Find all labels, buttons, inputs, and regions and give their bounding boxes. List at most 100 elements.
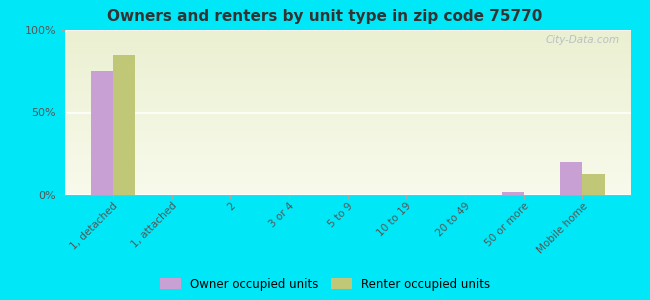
Bar [65,0,630,57]
Bar [65,18,630,183]
Bar [65,0,630,96]
Bar [65,0,630,149]
Bar [65,0,630,71]
Bar [65,0,630,107]
Bar [65,26,630,191]
Bar [65,0,630,41]
Bar [65,0,630,103]
Bar [65,0,630,43]
Bar [65,0,630,144]
Bar [65,0,630,146]
Bar [65,0,630,32]
Bar [65,0,630,98]
Bar [65,28,630,193]
Bar [65,0,630,63]
Bar [65,0,630,46]
Bar [65,10,630,175]
Bar [65,0,630,70]
Bar [65,14,630,179]
Bar [65,22,630,187]
Bar [65,0,630,74]
Bar [65,0,630,88]
Bar [65,0,630,59]
Bar [65,0,630,99]
Bar [65,0,630,45]
Bar [65,5,630,170]
Bar [65,0,630,141]
Bar [65,0,630,153]
Bar [65,22,630,188]
Bar [65,0,630,121]
Bar [65,0,630,123]
Bar [65,0,630,70]
Bar [65,0,630,104]
Bar [65,0,630,136]
Bar [65,0,630,102]
Bar [65,0,630,134]
Bar [560,162,582,195]
Bar [65,0,630,154]
Bar [65,0,630,105]
Bar [65,0,630,38]
Bar [65,0,630,124]
Bar [65,0,630,79]
Bar [65,0,630,37]
Bar [65,0,630,82]
Bar [65,0,630,100]
Bar [65,0,630,158]
Bar [65,0,630,41]
Bar [65,29,630,194]
Bar [65,0,630,78]
Bar [65,0,630,89]
Bar [65,0,630,31]
Bar [65,28,630,193]
Bar [65,0,630,160]
Bar [65,2,630,167]
Bar [65,14,630,178]
Bar [65,0,630,155]
Bar [65,0,630,108]
Bar [65,0,630,142]
Bar [65,0,630,62]
Bar [65,0,630,151]
Bar [65,0,630,112]
Bar [65,0,630,34]
Bar [65,4,630,169]
Bar [65,0,630,157]
Bar [65,0,630,91]
Bar [65,0,630,42]
Bar [65,0,630,163]
Bar [65,0,630,139]
Bar [65,0,630,97]
Bar [65,16,630,181]
Bar [65,0,630,165]
Bar [65,0,630,103]
Bar [65,0,630,56]
Bar [65,0,630,80]
Bar [65,21,630,186]
Bar [65,0,630,38]
Bar [65,17,630,182]
Bar [65,0,630,164]
Bar [65,23,630,188]
Bar [65,0,630,143]
Bar [65,0,630,147]
Bar [65,0,630,88]
Bar [65,30,630,195]
Bar [65,0,630,109]
Bar [65,15,630,180]
Bar [65,0,630,76]
Bar [65,0,630,84]
Bar [65,0,630,51]
Bar [65,0,630,112]
Bar [65,0,630,80]
Bar [65,0,630,159]
Bar [502,192,524,195]
Bar [65,0,630,119]
Bar [113,55,135,195]
Bar [65,0,630,106]
Bar [65,7,630,172]
Bar [65,0,630,148]
Text: Owners and renters by unit type in zip code 75770: Owners and renters by unit type in zip c… [107,9,543,24]
Bar [65,0,630,135]
